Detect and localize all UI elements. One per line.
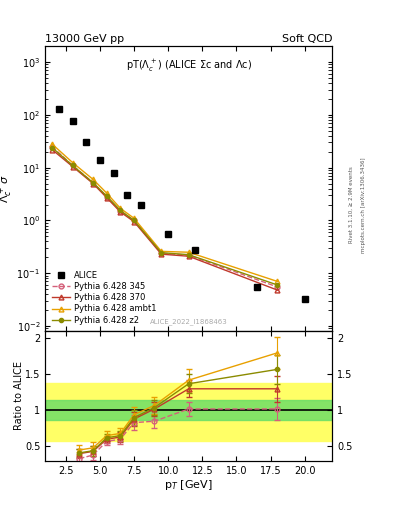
ALICE [138,201,143,207]
Y-axis label: Ratio to ALICE: Ratio to ALICE [14,361,24,431]
Line: ALICE: ALICE [56,105,308,302]
ALICE [97,157,102,163]
Bar [45,383,332,441]
Text: 13000 GeV pp: 13000 GeV pp [45,33,124,44]
Legend: ALICE, Pythia 6.428 345, Pythia 6.428 370, Pythia 6.428 ambt1, Pythia 6.428 z2: ALICE, Pythia 6.428 345, Pythia 6.428 37… [50,269,158,327]
ALICE [70,118,75,124]
Text: mcplots.cern.ch [arXiv:1306.3436]: mcplots.cern.ch [arXiv:1306.3436] [361,157,366,252]
Text: pT($\Lambda_c^+$) (ALICE $\Sigma$c and $\Lambda$c): pT($\Lambda_c^+$) (ALICE $\Sigma$c and $… [125,57,252,74]
Y-axis label: $\Lambda_c^+\,\sigma$: $\Lambda_c^+\,\sigma$ [0,174,15,203]
ALICE [193,247,198,253]
ALICE [302,295,307,302]
ALICE [255,284,259,290]
ALICE [125,192,130,198]
ALICE [111,169,116,176]
X-axis label: p$_T$ [GeV]: p$_T$ [GeV] [164,478,213,493]
ALICE [166,231,171,237]
ALICE [57,105,61,112]
Bar [45,400,332,420]
ALICE [84,139,88,145]
Text: ALICE_2022_I1868463: ALICE_2022_I1868463 [150,319,228,326]
Text: Soft QCD: Soft QCD [282,33,332,44]
Text: Rivet 3.1.10, ≥ 2.9M events: Rivet 3.1.10, ≥ 2.9M events [349,166,354,243]
